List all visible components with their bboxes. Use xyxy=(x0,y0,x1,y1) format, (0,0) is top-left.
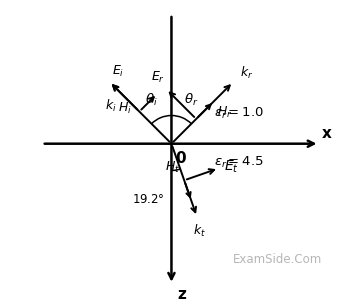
Text: $k_r$: $k_r$ xyxy=(240,64,253,80)
Text: x: x xyxy=(322,126,332,141)
Text: $k_i$: $k_i$ xyxy=(105,97,117,114)
Text: $E_t$: $E_t$ xyxy=(225,159,239,175)
Text: z: z xyxy=(177,287,186,302)
Text: $H_r$: $H_r$ xyxy=(217,105,232,120)
Text: 0: 0 xyxy=(176,151,186,166)
Text: $\varepsilon_r = 1.0$: $\varepsilon_r = 1.0$ xyxy=(214,106,263,121)
Text: $H_t$: $H_t$ xyxy=(165,159,180,175)
Text: $\varepsilon_r = 4.5$: $\varepsilon_r = 4.5$ xyxy=(214,155,263,170)
Text: ExamSide.Com: ExamSide.Com xyxy=(232,253,322,266)
Text: $E_r$: $E_r$ xyxy=(151,70,165,85)
Text: $19.2°$: $19.2°$ xyxy=(132,193,165,206)
Text: $E_i$: $E_i$ xyxy=(112,64,125,79)
Text: $\theta_r$: $\theta_r$ xyxy=(184,92,198,108)
Text: $H_i$: $H_i$ xyxy=(119,101,132,116)
Text: $k_t$: $k_t$ xyxy=(193,222,206,239)
Text: $\theta_i$: $\theta_i$ xyxy=(145,92,158,108)
